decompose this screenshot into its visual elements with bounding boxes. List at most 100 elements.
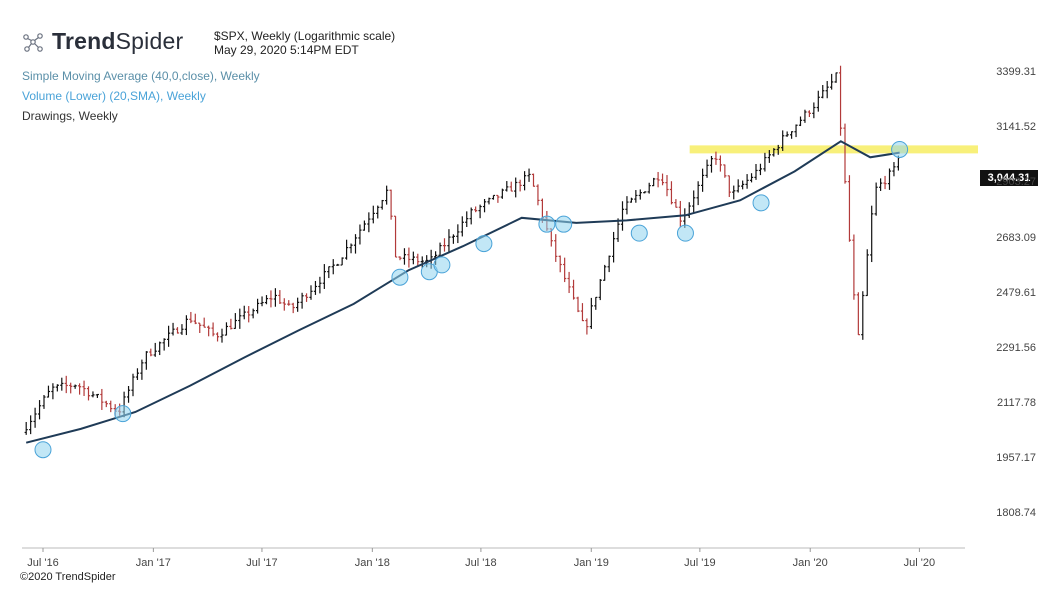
- ohlc-bar: [625, 196, 629, 215]
- ohlc-bar: [861, 291, 865, 340]
- ohlc-bar: [207, 325, 211, 337]
- ohlc-bar: [91, 391, 95, 398]
- ohlc-bar: [647, 182, 651, 194]
- ohlc-bar: [830, 73, 834, 90]
- ohlc-bars: [24, 65, 900, 435]
- indicator-list: Simple Moving Average (40,0,close), Week…: [22, 66, 260, 126]
- ohlc-bar: [385, 185, 389, 205]
- indicator-volume[interactable]: Volume (Lower) (20,SMA), Weekly: [22, 89, 206, 103]
- ohlc-bar: [580, 303, 585, 322]
- ohlc-bar: [518, 179, 522, 192]
- ohlc-bar: [887, 168, 892, 190]
- ohlc-bar: [536, 184, 540, 206]
- ohlc-bar: [678, 200, 682, 228]
- ohlc-bar: [465, 211, 469, 227]
- ohlc-bar: [358, 224, 362, 245]
- ohlc-bar: [456, 224, 460, 244]
- ohlc-bar: [611, 231, 616, 263]
- ohlc-bar: [291, 302, 295, 314]
- touch-marker: [752, 194, 770, 212]
- ohlc-bar: [376, 205, 380, 219]
- ohlc-bar: [852, 234, 856, 300]
- ohlc-bar: [336, 263, 340, 266]
- ohlc-bar: [652, 177, 656, 187]
- ohlc-bar: [505, 181, 509, 192]
- ohlc-bar: [438, 242, 442, 256]
- y-tick-label: 2117.78: [997, 396, 1036, 409]
- ohlc-bar: [126, 386, 131, 403]
- ohlc-bar: [193, 313, 197, 325]
- indicator-drawings[interactable]: Drawings, Weekly: [22, 109, 118, 123]
- ohlc-bar: [660, 173, 665, 186]
- ohlc-bar: [803, 109, 807, 123]
- touch-marker: [391, 268, 409, 286]
- ohlc-bar: [175, 327, 180, 334]
- ohlc-bar: [665, 175, 669, 197]
- ohlc-bar: [211, 322, 215, 337]
- ohlc-bar: [856, 292, 860, 336]
- ohlc-bar: [834, 72, 838, 83]
- x-tick-label: Jan '20: [792, 557, 828, 569]
- indicator-sma[interactable]: Simple Moving Average (40,0,close), Week…: [22, 69, 260, 83]
- ohlc-bar: [789, 131, 794, 139]
- ohlc-bar: [487, 197, 491, 205]
- ohlc-bar: [60, 377, 64, 391]
- ohlc-bar: [135, 368, 140, 380]
- ohlc-bar: [576, 296, 580, 313]
- ohlc-bar: [714, 151, 718, 165]
- ohlc-bar: [273, 288, 277, 307]
- ohlc-bar: [109, 400, 113, 413]
- ohlc-bar: [749, 173, 754, 183]
- touch-marker: [891, 140, 909, 158]
- ohlc-bar: [389, 189, 393, 220]
- ohlc-bar: [883, 175, 887, 190]
- ohlc-bar: [727, 175, 731, 198]
- ohlc-bar: [736, 179, 740, 193]
- ohlc-bar: [500, 188, 504, 199]
- ohlc-bar: [33, 407, 37, 428]
- ohlc-bar: [198, 322, 202, 333]
- ohlc-bar: [282, 298, 286, 311]
- ohlc-bar: [847, 175, 852, 242]
- ohlc-bar: [522, 171, 527, 191]
- ohlc-bar: [362, 220, 366, 231]
- ohlc-bar: [189, 311, 193, 324]
- ohlc-bar: [264, 295, 269, 305]
- ohlc-bar: [238, 308, 242, 329]
- touch-marker: [34, 441, 52, 459]
- ohlc-bar: [313, 280, 318, 295]
- ohlc-bar: [460, 216, 464, 237]
- ohlc-bar: [643, 191, 647, 194]
- ohlc-bar: [469, 207, 473, 225]
- ohlc-bar: [55, 384, 59, 392]
- ohlc-bar: [166, 325, 171, 347]
- ohlc-bar: [255, 298, 260, 314]
- x-tick-label: Jan '19: [573, 557, 609, 569]
- ohlc-bar: [331, 259, 335, 275]
- x-tick-label: Jan '17: [135, 557, 171, 569]
- sma-line: [25, 140, 900, 444]
- ohlc-bar: [260, 296, 264, 307]
- touch-marker: [114, 405, 132, 423]
- ohlc-bar: [269, 290, 273, 308]
- ohlc-bar: [322, 264, 326, 289]
- ohlc-bar: [29, 415, 33, 435]
- ohlc-bar: [474, 206, 478, 213]
- ohlc-bar: [442, 238, 447, 252]
- ohlc-bar: [180, 324, 184, 335]
- ohlc-bar: [638, 189, 642, 200]
- ohlc-bar: [411, 251, 415, 265]
- ohlc-bar: [296, 297, 300, 312]
- spider-logo-icon: [23, 32, 43, 52]
- ohlc-bar: [224, 322, 229, 336]
- ohlc-bar: [607, 255, 611, 273]
- ohlc-bar: [754, 164, 758, 180]
- ohlc-bar: [674, 199, 678, 208]
- ohlc-bar: [514, 177, 518, 198]
- ohlc-bar: [318, 276, 322, 294]
- ohlc-bar: [874, 182, 878, 216]
- ohlc-bar: [242, 305, 246, 320]
- x-tick-label: Jan '18: [354, 557, 390, 569]
- ohlc-bar: [763, 152, 767, 172]
